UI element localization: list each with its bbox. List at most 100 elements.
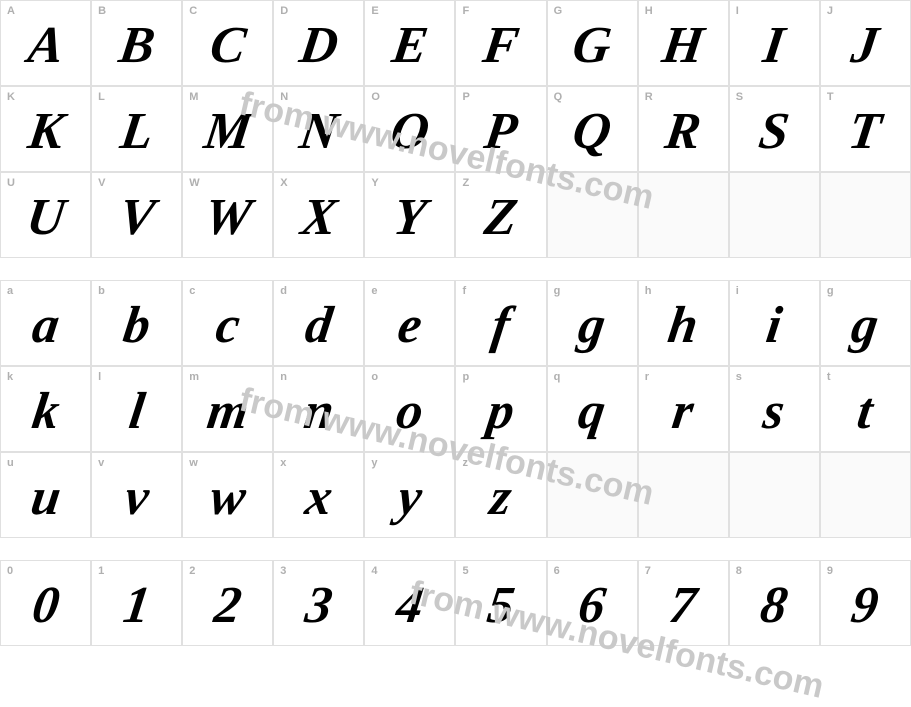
cell-glyph: N [296,102,342,161]
cell-glyph: t [854,382,877,441]
glyph-cell: WW [182,172,273,258]
cell-glyph: Y [390,188,430,247]
glyph-cell: II [729,0,820,86]
glyph-cell: TT [820,86,911,172]
glyph-cell: zz [455,452,546,538]
glyph-cell: oo [364,366,455,452]
cell-glyph: e [394,296,425,355]
cell-key-label: 8 [736,565,742,577]
glyph-cell: 22 [182,560,273,646]
empty-cell [638,452,729,538]
glyph-cell: ee [364,280,455,366]
glyph-cell: JJ [820,0,911,86]
cell-glyph: X [297,188,340,247]
cell-key-label: B [98,5,106,17]
cell-glyph: 5 [484,576,518,635]
glyph-cell: 11 [91,560,182,646]
cell-glyph: U [23,188,69,247]
empty-cell [638,172,729,258]
spacer-row [0,258,911,280]
cell-glyph: 0 [28,576,62,635]
glyph-cell: MM [182,86,273,172]
cell-key-label: R [645,91,653,103]
glyph-cell: 00 [0,560,91,646]
glyph-cell: 77 [638,560,729,646]
glyph-cell: uu [0,452,91,538]
empty-cell [729,452,820,538]
cell-key-label: K [7,91,15,103]
glyph-cell: dd [273,280,364,366]
cell-glyph: c [212,296,243,355]
character-map-grid: AABBCCDDEEFFGGHHIIJJKKLLMMNNOOPPQQRRSSTT… [0,0,911,646]
cell-key-label: T [827,91,834,103]
cell-glyph: A [24,16,67,75]
glyph-cell: FF [455,0,546,86]
cell-glyph: D [296,16,342,75]
cell-glyph: O [387,102,433,161]
cell-key-label: k [7,371,13,383]
cell-key-label: a [7,285,13,297]
glyph-cell: xx [273,452,364,538]
glyph-cell: ZZ [455,172,546,258]
glyph-cell: nn [273,366,364,452]
glyph-cell: 88 [729,560,820,646]
cell-key-label: M [189,91,198,103]
glyph-cell: ww [182,452,273,538]
cell-glyph: W [200,188,255,247]
glyph-cell: gg [820,280,911,366]
cell-key-label: Z [462,177,469,189]
cell-key-label: 4 [371,565,377,577]
glyph-cell: OO [364,86,455,172]
cell-key-label: A [7,5,15,17]
cell-key-label: Q [554,91,563,103]
cell-key-label: N [280,91,288,103]
cell-key-label: l [98,371,101,383]
cell-glyph: 8 [757,576,791,635]
glyph-cell: ff [455,280,546,366]
cell-glyph: M [200,102,255,161]
glyph-cell: 33 [273,560,364,646]
cell-glyph: q [575,382,609,441]
glyph-cell: CC [182,0,273,86]
cell-key-label: g [827,285,834,297]
cell-key-label: d [280,285,287,297]
cell-glyph: B [115,16,158,75]
empty-cell [820,172,911,258]
cell-glyph: s [760,382,789,441]
cell-key-label: W [189,177,199,189]
cell-key-label: 5 [462,565,468,577]
cell-glyph: H [659,16,708,75]
cell-glyph: d [302,296,336,355]
cell-key-label: v [98,457,104,469]
glyph-cell: XX [273,172,364,258]
cell-glyph: f [488,296,514,355]
cell-glyph: p [484,382,518,441]
glyph-cell: PP [455,86,546,172]
cell-key-label: m [189,371,199,383]
cell-key-label: x [280,457,286,469]
glyph-cell: DD [273,0,364,86]
glyph-cell: vv [91,452,182,538]
glyph-cell: kk [0,366,91,452]
empty-cell [547,452,638,538]
cell-glyph: J [848,16,882,75]
cell-key-label: 0 [7,565,13,577]
cell-key-label: U [7,177,15,189]
cell-key-label: C [189,5,197,17]
cell-glyph: Z [481,188,521,247]
cell-key-label: h [645,285,652,297]
cell-glyph: i [763,296,786,355]
cell-key-label: Y [371,177,378,189]
cell-glyph: w [206,468,249,527]
cell-glyph: V [115,188,158,247]
glyph-cell: bb [91,280,182,366]
glyph-cell: tt [820,366,911,452]
cell-glyph: b [119,296,153,355]
cell-key-label: 9 [827,565,833,577]
glyph-cell: NN [273,86,364,172]
spacer-row [0,538,911,560]
empty-cell [729,172,820,258]
cell-key-label: o [371,371,378,383]
glyph-cell: SS [729,86,820,172]
cell-glyph: L [117,102,157,161]
